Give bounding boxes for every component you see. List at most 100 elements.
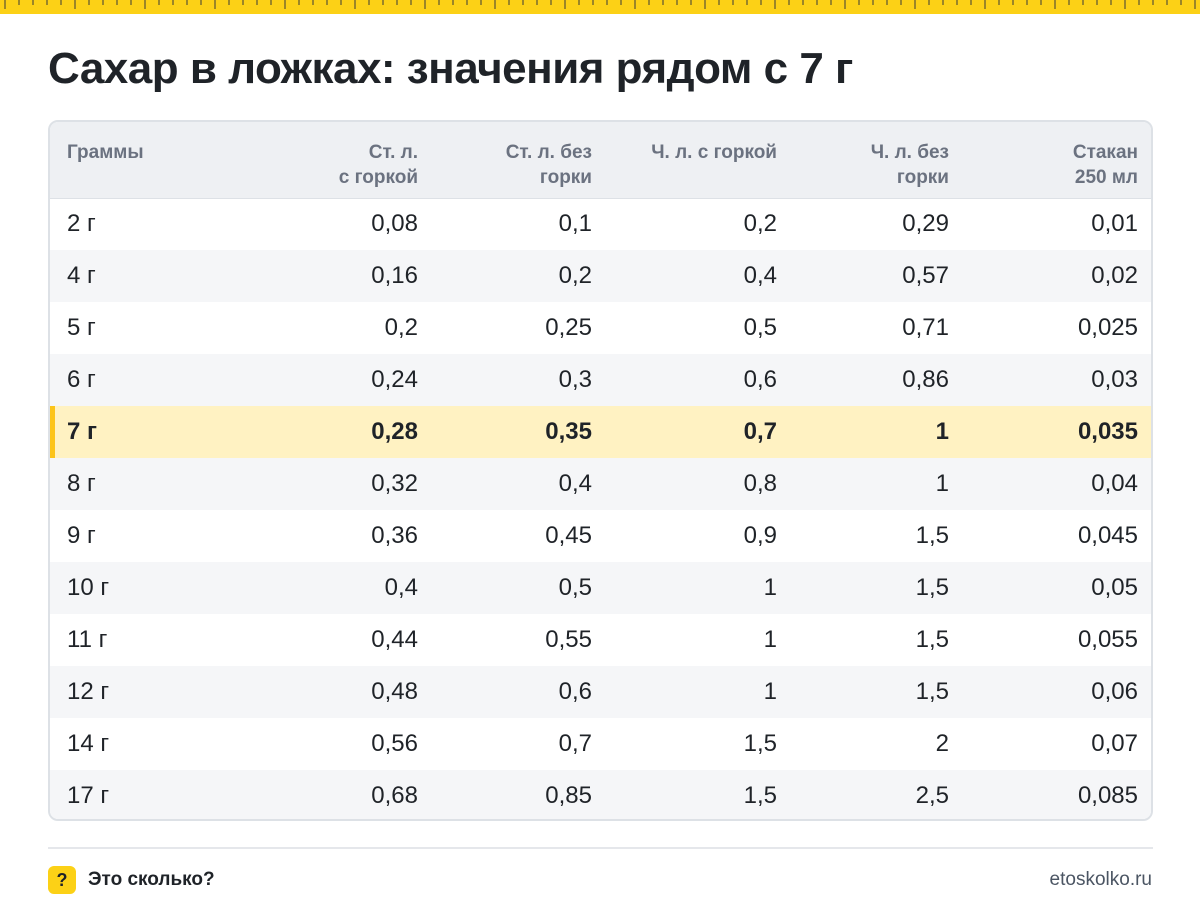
column-header: Граммы <box>50 122 210 198</box>
value-cell: 0,05 <box>1091 574 1138 601</box>
value-cell: 0,86 <box>902 366 949 393</box>
value-cell: 1,5 <box>915 522 949 549</box>
value-cell: 0,85 <box>545 782 592 809</box>
value-cell: 0,44 <box>371 626 418 653</box>
table-row: 17 г 0,68 0,85 1,5 2,5 0,085 <box>50 770 1151 819</box>
grams-cell: 7 г <box>50 406 210 458</box>
value-cell: 0,29 <box>902 210 949 238</box>
value-cell: 0,2 <box>743 210 777 238</box>
value-cell: 0,035 <box>1077 418 1138 445</box>
value-cell: 0,3 <box>558 366 592 393</box>
value-cell: 0,4 <box>743 262 777 289</box>
table-row: 8 г 0,32 0,4 0,8 1 0,04 <box>50 458 1151 510</box>
grams-cell: 8 г <box>67 470 96 497</box>
value-cell: 0,57 <box>902 262 949 289</box>
table-row: 4 г 0,16 0,2 0,4 0,57 0,02 <box>50 250 1151 302</box>
value-cell: 0,6 <box>558 678 592 705</box>
grams-cell: 12 г <box>67 678 110 705</box>
value-cell: 0,45 <box>545 522 592 549</box>
value-cell: 0,9 <box>743 522 777 549</box>
table-row: 5 г 0,2 0,25 0,5 0,71 0,025 <box>50 302 1151 354</box>
brand-name: Это сколько? <box>88 869 215 890</box>
grams-cell: 11 г <box>67 626 108 653</box>
ruler-strip <box>0 0 1200 14</box>
grams-cell: 4 г <box>67 262 96 289</box>
table-row: 9 г 0,36 0,45 0,9 1,5 0,045 <box>50 510 1151 562</box>
table-header-row: Граммы Ст. л. с горкой Ст. л. без горки Ч. л.… <box>50 122 1151 198</box>
table-row: 2 г 0,08 0,1 0,2 0,29 0,01 <box>50 198 1151 250</box>
value-cell: 0,48 <box>371 678 418 705</box>
value-cell: 1,5 <box>915 626 949 653</box>
grams-cell: 9 г <box>67 522 96 549</box>
sugar-table: Граммы Ст. л. с горкой Ст. л. без горки Ч. л.… <box>50 122 1151 819</box>
column-header-line: Стакан <box>1072 142 1138 163</box>
column-header-line: Граммы <box>67 142 144 163</box>
value-cell: 0,8 <box>743 470 777 497</box>
value-cell: 1,5 <box>915 678 949 705</box>
value-cell: 0,02 <box>1091 262 1138 289</box>
value-cell: 1 <box>763 678 777 705</box>
table-row: 12 г 0,48 0,6 1 1,5 0,06 <box>50 666 1151 718</box>
value-cell: 0,7 <box>743 418 777 445</box>
table-row: 11 г 0,44 0,55 1 1,5 0,055 <box>50 614 1151 666</box>
value-cell: 0,4 <box>384 574 418 601</box>
sugar-table-card: Граммы Ст. л. с горкой Ст. л. без горки Ч. л.… <box>48 120 1153 821</box>
footer-divider <box>48 847 1153 849</box>
value-cell: 0,16 <box>371 262 418 289</box>
value-cell: 0,55 <box>545 626 592 653</box>
value-cell: 0,06 <box>1091 678 1138 705</box>
value-cell: 0,08 <box>371 210 418 238</box>
value-cell: 0,2 <box>558 262 592 289</box>
table-row: 14 г 0,56 0,7 1,5 2 0,07 <box>50 718 1151 770</box>
grams-cell: 10 г <box>67 574 110 601</box>
value-cell: 1 <box>763 626 777 653</box>
grams-cell: 14 г <box>67 730 110 757</box>
value-cell: 0,1 <box>558 210 592 238</box>
column-header-line: горки <box>539 167 592 188</box>
value-cell: 0,03 <box>1091 366 1138 393</box>
value-cell: 1 <box>935 470 949 497</box>
value-cell: 0,56 <box>371 730 418 757</box>
value-cell: 0,4 <box>558 470 592 497</box>
value-cell: 0,2 <box>384 314 418 341</box>
value-cell: 0,68 <box>371 782 418 809</box>
value-cell: 0,07 <box>1091 730 1138 757</box>
value-cell: 0,5 <box>743 314 777 341</box>
value-cell: 0,24 <box>371 366 418 393</box>
site-url: etoskolko.ru <box>1049 869 1152 890</box>
column-header-line: Ч. л. с горкой <box>651 142 777 163</box>
value-cell: 0,36 <box>371 522 418 549</box>
column-header: Ч. л. без горки <box>777 122 949 198</box>
value-cell: 0,5 <box>558 574 592 601</box>
value-cell: 0,25 <box>545 314 592 341</box>
value-cell: 0,28 <box>371 418 418 445</box>
value-cell: 0,32 <box>371 470 418 497</box>
value-cell: 1,5 <box>915 574 949 601</box>
value-cell: 0,35 <box>545 418 592 445</box>
grams-cell: 5 г <box>67 314 96 341</box>
table-row: 6 г 0,24 0,3 0,6 0,86 0,03 <box>50 354 1151 406</box>
page-title: Сахар в ложках: значения рядом с 7 г <box>48 44 853 93</box>
table-body: 2 г 0,08 0,1 0,2 0,29 0,01 4 г 0,16 0,2 0,4 0,57 0,… <box>50 198 1151 819</box>
value-cell: 0,04 <box>1091 470 1138 497</box>
column-header: Ст. л. с горкой <box>210 122 418 198</box>
column-header-line: Ч. л. без <box>870 142 949 163</box>
column-header-line: Ст. л. <box>368 142 418 163</box>
value-cell: 1 <box>935 418 949 445</box>
table-row-highlighted: 7 г 0,28 0,35 0,7 1 0,035 <box>50 406 1151 458</box>
value-cell: 1,5 <box>743 730 777 757</box>
value-cell: 0,025 <box>1077 314 1138 341</box>
column-header-line: 250 мл <box>1074 167 1138 188</box>
column-header: Ст. л. без горки <box>418 122 592 198</box>
value-cell: 0,01 <box>1091 210 1138 238</box>
grams-cell: 2 г <box>67 210 96 238</box>
value-cell: 2 <box>935 730 949 757</box>
value-cell: 0,045 <box>1077 522 1138 549</box>
value-cell: 0,7 <box>558 730 592 757</box>
column-header: Стакан 250 мл <box>949 122 1151 198</box>
footer-brand: ? Это сколько? <box>48 866 215 894</box>
column-header: Ч. л. с горкой <box>592 122 777 198</box>
column-header-line: с горкой <box>338 167 418 188</box>
value-cell: 1 <box>763 574 777 601</box>
table-row: 10 г 0,4 0,5 1 1,5 0,05 <box>50 562 1151 614</box>
